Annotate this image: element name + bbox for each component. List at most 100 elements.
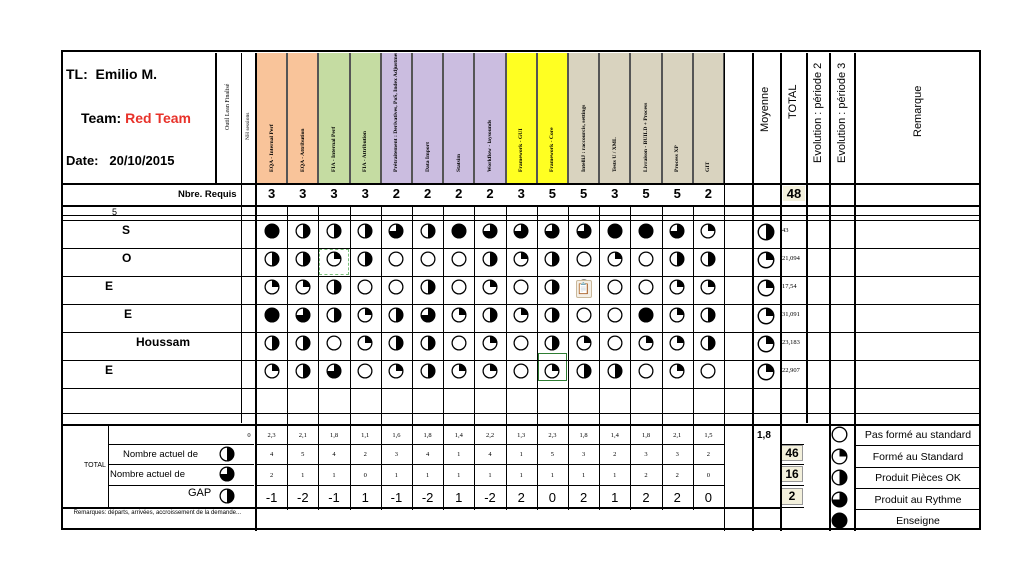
- skill-level-icon: [357, 251, 373, 267]
- member-average-icon: [757, 363, 775, 381]
- moyenne-label: Moyenne: [759, 86, 771, 132]
- nombre-actuel-2-value: 0: [363, 472, 367, 479]
- skill-header-15: GIT: [692, 53, 724, 183]
- gap-value: -1: [328, 490, 340, 505]
- tl-row: TL: Emilio M.: [66, 66, 157, 82]
- skill-level-icon: [451, 251, 467, 267]
- skill-level-icon: [295, 335, 311, 351]
- gap-value: 2: [579, 490, 588, 505]
- totals-level-icon: [219, 446, 235, 462]
- skill-level-icon: [669, 279, 685, 295]
- legend-label: Enseigne: [896, 515, 940, 527]
- v-line: [241, 53, 242, 423]
- v-line: [412, 206, 413, 510]
- v-line: [661, 206, 663, 510]
- skill-level-icon: [264, 251, 280, 267]
- skill-label: EQA - Attribution: [299, 128, 306, 172]
- skill-level-icon: [669, 363, 685, 379]
- member-total: 22,907: [782, 367, 800, 374]
- legend-label: Formé au Standard: [872, 450, 964, 463]
- nombre-actuel-1-value: 1: [519, 451, 523, 458]
- nombre-actuel-2-total: 16: [781, 466, 803, 482]
- skill-level-icon: [482, 251, 498, 267]
- skill-level-icon: [576, 335, 592, 351]
- skill-level-icon: [326, 223, 342, 239]
- skill-level-icon: [513, 307, 529, 323]
- legend-label: Pas formé au standard: [864, 429, 972, 441]
- h-line: [62, 424, 980, 426]
- h-line: [62, 507, 780, 509]
- member-average-icon: [757, 251, 775, 269]
- skill-average: 1,4: [610, 432, 619, 439]
- skill-level-icon: [326, 307, 342, 323]
- member-total: 31,091: [782, 311, 800, 318]
- skill-header-11: IntelliJ : raccourcis, settings: [568, 53, 600, 183]
- required-count: 3: [517, 186, 525, 201]
- skill-header-5: Prétraitement : Derivatives, PoS, Index …: [380, 53, 412, 183]
- v-line: [829, 53, 831, 531]
- skill-level-icon: [388, 223, 404, 239]
- skill-average: 2,3: [548, 432, 557, 439]
- nh-sessions-header: NH sessions: [241, 53, 255, 183]
- skill-level-icon: [482, 363, 498, 379]
- skill-header-6: Data Import: [412, 53, 444, 183]
- v-line: [215, 53, 217, 183]
- skill-label: Statsim: [455, 153, 462, 172]
- v-line: [536, 206, 538, 510]
- gap-value: -1: [265, 490, 278, 505]
- v-line: [806, 53, 808, 423]
- gap-value: -2: [484, 490, 496, 505]
- nombre-actuel-2-label: Nombre actuel de: [110, 469, 185, 480]
- skill-level-icon: [513, 363, 529, 379]
- v-line: [287, 206, 289, 510]
- member-total: 21,094: [782, 255, 800, 262]
- nombre-actuel-1-value: 3: [394, 451, 399, 458]
- skill-level-icon: [420, 251, 436, 267]
- v-line: [599, 206, 601, 510]
- legend-label: Produit au Rythme: [874, 493, 962, 506]
- skill-average: 2,1: [673, 432, 682, 439]
- nombre-actuel-1-value: 4: [488, 451, 492, 458]
- required-count: 2: [423, 186, 432, 201]
- member-name: S: [122, 223, 131, 237]
- skill-level-icon: [576, 251, 592, 267]
- skill-level-icon: [357, 279, 373, 295]
- outil-lean-label: Outil Lean Finalisé: [225, 83, 231, 130]
- skill-level-icon: [607, 363, 623, 379]
- skill-header-9: Framework - GUI: [505, 53, 537, 183]
- h-line: [108, 464, 254, 465]
- skill-level-icon: [669, 223, 685, 239]
- skill-label: FIA - Attribution: [362, 130, 369, 172]
- nombre-actuel-1-value: 3: [581, 451, 586, 458]
- skill-level-icon: [607, 279, 623, 295]
- skill-average: 1,8: [329, 432, 339, 439]
- h-line: [854, 467, 980, 468]
- skill-level-icon: [544, 279, 560, 295]
- legend-label: Produit Pièces OK: [875, 472, 961, 484]
- gap-value: 2: [517, 490, 525, 505]
- skill-level-icon: [420, 223, 436, 239]
- skill-level-icon: [544, 307, 560, 323]
- skill-level-icon: [326, 363, 342, 379]
- required-count: 5: [548, 186, 556, 201]
- skill-average: 1,5: [704, 432, 713, 439]
- skill-label: Tests U / XML: [611, 137, 618, 172]
- remarques-footer: Remarques: départs, arrivées, accroissem…: [73, 510, 241, 516]
- v-line: [474, 206, 476, 510]
- h-line: [108, 485, 254, 486]
- nombre-actuel-2-value: 1: [550, 472, 555, 479]
- evolution-2-label: Evolution : période 2: [812, 62, 824, 163]
- h-line: [62, 388, 980, 389]
- nombre-actuel-1-value: 4: [269, 451, 274, 458]
- skill-level-icon: [388, 279, 404, 295]
- skill-label: Prétraitement : Derivatives, PoS, Index …: [393, 53, 400, 172]
- tl-label: TL:: [66, 66, 88, 82]
- skill-level-icon: [638, 335, 654, 351]
- required-count: 3: [361, 186, 369, 201]
- gap-value: 1: [361, 490, 369, 505]
- nombre-actuel-1-value: 4: [332, 451, 336, 458]
- skill-level-icon: [513, 223, 529, 239]
- team-row: Team: Red Team: [81, 110, 191, 126]
- skill-level-icon: [638, 223, 654, 239]
- skill-level-icon: [576, 363, 592, 379]
